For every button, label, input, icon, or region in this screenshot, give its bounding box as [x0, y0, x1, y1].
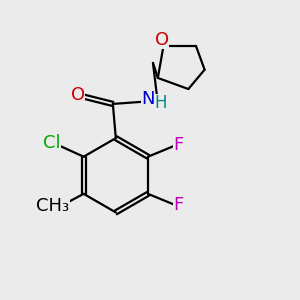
Text: H: H: [155, 94, 167, 112]
Text: F: F: [173, 196, 184, 214]
Text: N: N: [141, 90, 155, 108]
Text: CH₃: CH₃: [37, 197, 70, 215]
Text: O: O: [155, 31, 169, 49]
Text: O: O: [71, 86, 85, 104]
Text: F: F: [173, 136, 184, 154]
Text: Cl: Cl: [43, 134, 60, 152]
